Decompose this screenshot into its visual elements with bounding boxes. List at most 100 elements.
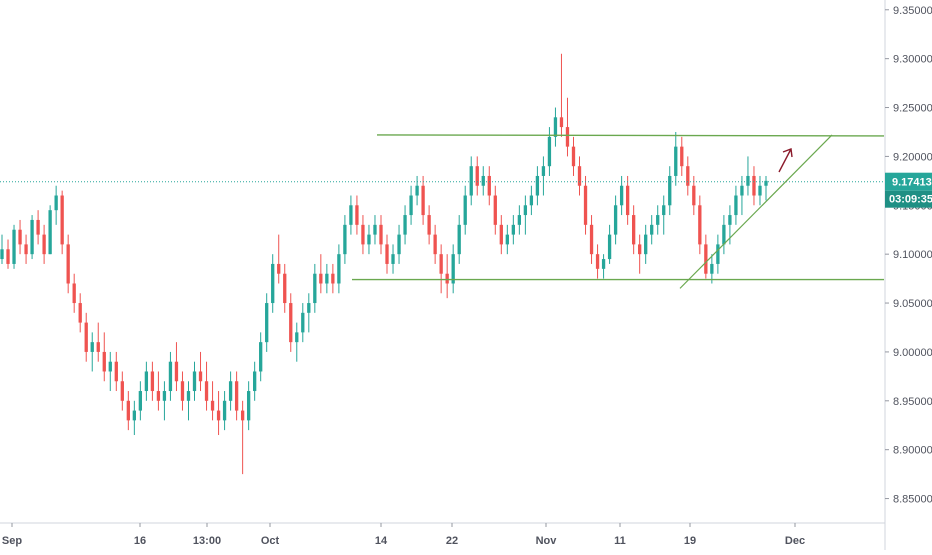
- candle[interactable]: [379, 215, 383, 255]
- candle[interactable]: [36, 210, 40, 245]
- candle[interactable]: [668, 166, 672, 216]
- candle[interactable]: [445, 254, 449, 299]
- candle[interactable]: [180, 371, 185, 411]
- candle[interactable]: [307, 293, 311, 333]
- candle[interactable]: [613, 195, 618, 245]
- candle[interactable]: [433, 224, 437, 264]
- candle[interactable]: [541, 156, 546, 196]
- candle[interactable]: [740, 175, 744, 216]
- candle[interactable]: [680, 136, 684, 176]
- candle[interactable]: [601, 254, 606, 279]
- candle[interactable]: [367, 224, 371, 255]
- candle[interactable]: [283, 263, 287, 313]
- candle[interactable]: [746, 156, 750, 196]
- candle[interactable]: [144, 361, 149, 401]
- candle[interactable]: [487, 166, 491, 206]
- candle[interactable]: [397, 224, 401, 264]
- candle[interactable]: [650, 215, 654, 245]
- candle[interactable]: [174, 342, 179, 392]
- candle[interactable]: [529, 185, 534, 216]
- candle[interactable]: [625, 175, 630, 225]
- candle[interactable]: [493, 185, 497, 235]
- candle[interactable]: [475, 156, 479, 196]
- candle[interactable]: [271, 254, 275, 313]
- candle[interactable]: [132, 400, 137, 436]
- candle[interactable]: [391, 244, 395, 274]
- candle[interactable]: [90, 332, 94, 372]
- candle[interactable]: [343, 215, 347, 264]
- candle[interactable]: [72, 273, 76, 313]
- candle[interactable]: [373, 215, 377, 245]
- candle[interactable]: [240, 400, 245, 475]
- candle[interactable]: [457, 215, 461, 264]
- candle[interactable]: [662, 195, 666, 235]
- candle[interactable]: [734, 185, 738, 225]
- candle[interactable]: [66, 234, 70, 294]
- candle[interactable]: [24, 234, 28, 264]
- candle[interactable]: [186, 381, 191, 421]
- candle[interactable]: [0, 234, 4, 264]
- candle[interactable]: [301, 303, 305, 343]
- candle[interactable]: [535, 166, 540, 206]
- candle[interactable]: [313, 263, 317, 313]
- candle[interactable]: [698, 195, 702, 255]
- candle[interactable]: [583, 175, 588, 235]
- candle[interactable]: [210, 381, 215, 421]
- candle[interactable]: [403, 205, 407, 245]
- candle[interactable]: [656, 205, 660, 235]
- candle[interactable]: [607, 224, 612, 264]
- candle[interactable]: [120, 371, 124, 411]
- candle[interactable]: [265, 293, 269, 352]
- candle[interactable]: [758, 175, 762, 206]
- candle[interactable]: [565, 97, 570, 157]
- candle[interactable]: [511, 215, 515, 245]
- candle[interactable]: [722, 215, 726, 255]
- candle[interactable]: [126, 391, 130, 431]
- candle[interactable]: [349, 195, 353, 235]
- candle[interactable]: [547, 127, 552, 176]
- candle[interactable]: [686, 156, 690, 196]
- candle[interactable]: [337, 244, 341, 294]
- candle[interactable]: [589, 215, 594, 264]
- candle[interactable]: [469, 156, 473, 206]
- candle[interactable]: [54, 185, 58, 225]
- candle[interactable]: [674, 131, 678, 186]
- candle[interactable]: [331, 263, 335, 294]
- candle[interactable]: [48, 205, 52, 255]
- candle[interactable]: [295, 322, 299, 362]
- candle[interactable]: [150, 361, 155, 401]
- candle[interactable]: [421, 175, 425, 225]
- candle[interactable]: [192, 361, 197, 401]
- candle[interactable]: [60, 190, 64, 255]
- candle[interactable]: [752, 166, 756, 206]
- candle[interactable]: [523, 195, 528, 235]
- candle[interactable]: [78, 293, 82, 333]
- candle[interactable]: [12, 224, 16, 269]
- candle[interactable]: [451, 244, 455, 294]
- candle[interactable]: [6, 239, 10, 269]
- candle[interactable]: [716, 234, 720, 274]
- candle[interactable]: [102, 332, 106, 382]
- projection-arrow[interactable]: [778, 148, 793, 173]
- candle[interactable]: [499, 215, 503, 255]
- candle[interactable]: [259, 332, 263, 382]
- candle[interactable]: [559, 53, 564, 137]
- candle[interactable]: [577, 156, 582, 196]
- candle[interactable]: [692, 175, 696, 216]
- candle[interactable]: [631, 205, 636, 255]
- candle[interactable]: [277, 234, 281, 284]
- resistance-line[interactable]: [376, 134, 885, 137]
- candle[interactable]: [463, 185, 467, 235]
- candle[interactable]: [234, 371, 239, 421]
- candle[interactable]: [246, 381, 251, 431]
- candle[interactable]: [222, 391, 227, 431]
- candle[interactable]: [325, 263, 329, 294]
- candle[interactable]: [427, 205, 431, 245]
- candle[interactable]: [638, 234, 642, 274]
- candle[interactable]: [30, 215, 34, 260]
- candle[interactable]: [704, 234, 708, 279]
- candle[interactable]: [168, 351, 173, 401]
- candle[interactable]: [319, 254, 323, 294]
